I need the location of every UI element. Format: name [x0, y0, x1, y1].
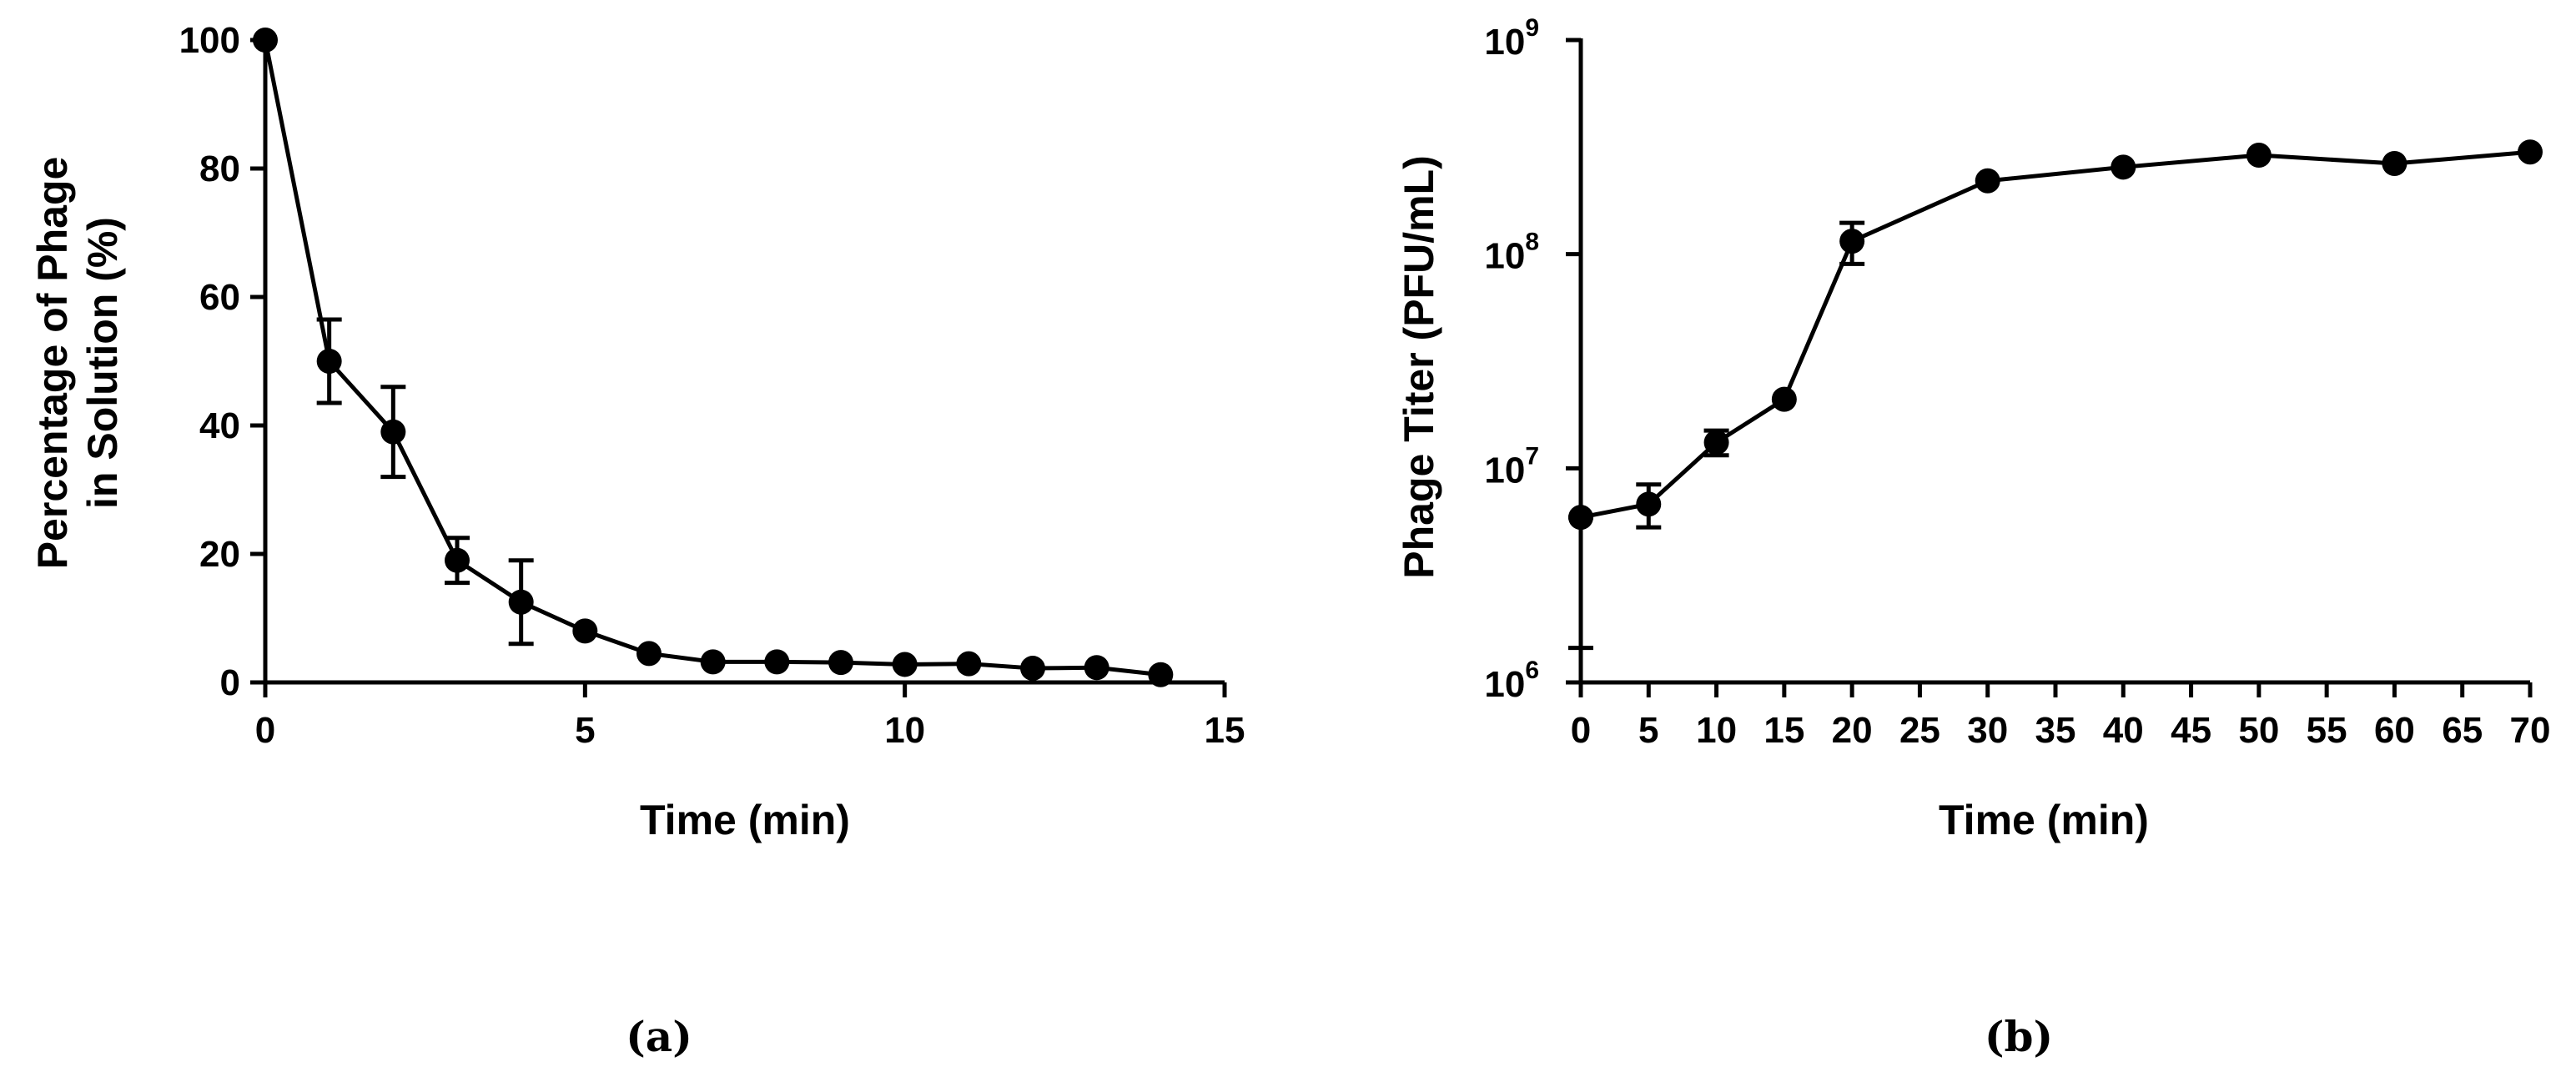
chart-b-data-point [2246, 142, 2272, 168]
chart-b-data-point [2111, 154, 2136, 180]
chart-b-x-tick-label: 50 [2238, 710, 2279, 751]
chart-a-y-tick-label: 40 [199, 405, 240, 446]
chart-b: 106 107 108 109 0 5 10 15 20 25 30 35 40 45 50 55 60 65 70… [1396, 14, 2550, 1061]
chart-a-data-point [956, 651, 982, 677]
chart-a-y-tick-label: 20 [199, 534, 240, 575]
chart-b-axes: 106 107 108 109 0 5 10 15 20 25 30 35 40 45 50 55 60 65 70 [1484, 14, 2550, 751]
chart-a-x-tick-label: 10 [884, 710, 925, 751]
chart-b-data-point [1975, 168, 2000, 194]
chart-a-marks [253, 28, 1174, 687]
chart-a-series-line [263, 39, 1161, 677]
chart-a-y-tick-label: 0 [220, 662, 240, 703]
chart-a-data-point [764, 649, 790, 675]
chart-b-x-tick-label: 5 [1638, 710, 1658, 751]
chart-b-x-tick-label: 15 [1763, 710, 1804, 751]
chart-a: 0 20 40 60 80 100 0 5 10 15 Time (min) Percentage… [29, 20, 1245, 1061]
chart-b-x-tick-label: 20 [1832, 710, 1873, 751]
chart-b-data-point [1839, 229, 1865, 254]
chart-a-y-tick-label: 100 [179, 20, 240, 61]
chart-a-data-point [1020, 656, 1045, 682]
chart-b-x-tick-label: 70 [2510, 710, 2551, 751]
chart-b-data-point [1771, 386, 1797, 412]
chart-a-y-axis-title-line-1: Percentage of Phage [29, 157, 76, 570]
chart-a-data-point [828, 650, 853, 676]
chart-b-series-line [1580, 149, 2531, 520]
chart-b-panel-label: (b) [1985, 1012, 2053, 1061]
chart-a-x-axis-title: Time (min) [640, 797, 850, 843]
chart-a-data-point [572, 618, 598, 644]
chart-a-data-point [380, 419, 406, 445]
chart-a-panel-label: (a) [626, 1012, 692, 1061]
chart-a-y-tick-label: 80 [199, 148, 240, 189]
chart-b-x-tick-label: 60 [2374, 710, 2415, 751]
chart-a-x-tick-label: 15 [1205, 710, 1245, 751]
chart-b-y-tick-label: 108 [1484, 229, 1539, 277]
chart-b-data-point [2382, 151, 2407, 177]
chart-a-data-point [316, 349, 342, 374]
chart-b-x-tick-label: 30 [1967, 710, 2008, 751]
chart-a-y-axis-title-line-2: in Solution (%) [79, 217, 126, 509]
chart-b-x-tick-label: 35 [2035, 710, 2076, 751]
chart-a-data-point [445, 547, 470, 573]
chart-a-data-point [700, 649, 726, 675]
chart-b-x-axis-title: Time (min) [1939, 797, 2149, 843]
chart-b-marks [1568, 139, 2543, 651]
chart-b-x-tick-label: 25 [1899, 710, 1940, 751]
chart-b-x-tick-label: 40 [2103, 710, 2144, 751]
chart-b-y-axis-title: Phage Titer (PFU/mL) [1396, 155, 1442, 578]
chart-a-x-tick-label: 5 [575, 710, 595, 751]
chart-b-data-point [1636, 491, 1662, 517]
chart-b-x-tick-label: 65 [2442, 710, 2483, 751]
chart-a-x-tick-label: 0 [255, 710, 275, 751]
chart-b-x-tick-label: 45 [2171, 710, 2211, 751]
chart-a-y-tick-label: 60 [199, 277, 240, 318]
chart-b-x-tick-label: 10 [1696, 710, 1737, 751]
chart-b-data-point [1703, 430, 1729, 455]
chart-a-data-point [1084, 655, 1109, 681]
chart-b-x-tick-label: 55 [2307, 710, 2347, 751]
chart-b-y-tick-label: 106 [1484, 657, 1539, 705]
chart-a-data-point [892, 652, 918, 677]
chart-b-y-tick-label: 107 [1484, 442, 1539, 491]
chart-a-axes: 0 20 40 60 80 100 0 5 10 15 [179, 20, 1245, 751]
chart-b-data-point [2518, 139, 2543, 165]
chart-b-y-tick-label: 109 [1484, 14, 1539, 63]
chart-a-data-point [508, 589, 534, 615]
chart-b-x-tick-label: 0 [1571, 710, 1591, 751]
chart-a-data-point [636, 641, 662, 667]
